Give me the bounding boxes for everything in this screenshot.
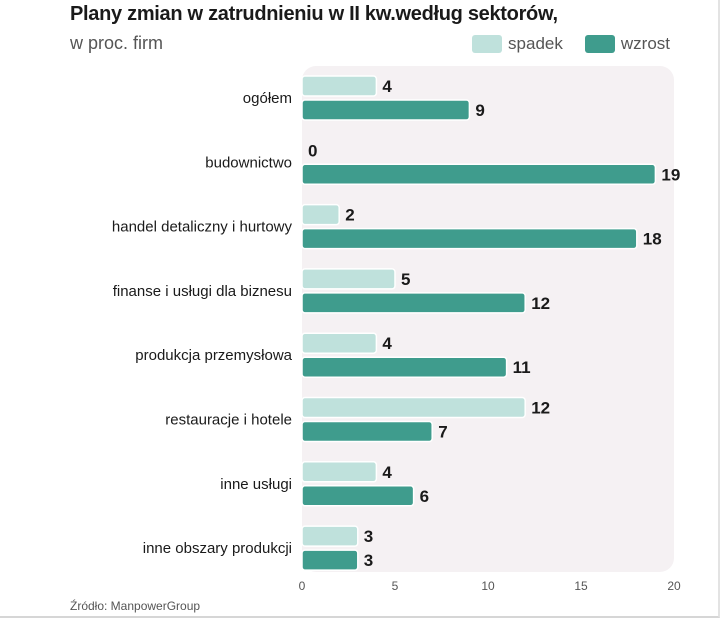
bar-spadek [301,461,378,483]
category-label: inne obszary produkcji [143,540,292,557]
data-label-wzrost: 6 [420,487,429,506]
data-label-spadek: 5 [401,270,410,289]
data-label-wzrost: 7 [438,423,447,442]
data-label-wzrost: 19 [661,165,680,184]
category-label: finanse i usługi dla biznesu [113,283,292,300]
bar-spadek [301,525,359,547]
bar-spadek [301,396,526,419]
x-tick-label: 10 [481,579,495,593]
bar-wzrost [301,292,526,314]
category-label: produkcja przemysłowa [135,347,292,364]
x-tick-label: 20 [667,579,681,593]
data-label-spadek: 0 [308,141,317,160]
data-label-spadek: 4 [382,77,392,96]
source-note: Źródło: ManpowerGroup [70,599,201,613]
legend-label-spadek: spadek [508,34,563,53]
category-label: inne usługi [220,476,292,493]
legend: spadek wzrost [458,34,670,54]
data-label-wzrost: 3 [364,551,373,570]
plot-area [302,66,674,572]
category-label: ogółem [243,90,292,107]
data-label-spadek: 4 [382,334,392,353]
legend-item-wzrost: wzrost [584,34,670,54]
chart-subtitle: w proc. firm [70,33,164,53]
category-label: budownictwo [205,154,292,171]
bar-wzrost [301,485,415,507]
bar-spadek [301,268,396,290]
x-tick-label: 5 [392,579,399,593]
data-label-wzrost: 11 [513,358,531,377]
legend-swatch-spadek [472,35,503,53]
data-label-wzrost: 12 [531,294,550,313]
x-tick-label: 0 [299,579,306,593]
chart-title: Plany zmian w zatrudnieniu w II kw.wedłu… [70,3,558,25]
bar-spadek [301,203,340,226]
bar-wzrost [301,549,359,571]
bar-spadek [301,75,378,97]
x-tick-label: 15 [574,579,588,593]
bar-wzrost [301,356,508,378]
legend-label-wzrost: wzrost [620,34,670,53]
data-label-spadek: 2 [345,206,354,225]
data-label-spadek: 4 [382,463,392,482]
legend-swatch-wzrost [584,35,615,53]
data-label-wzrost: 9 [475,101,484,120]
bar-spadek [301,332,378,354]
legend-item-spadek: spadek [472,34,563,54]
data-label-spadek: 3 [364,527,373,546]
category-label: handel detaliczny i hurtowy [112,219,293,236]
bar-wzrost [301,99,471,121]
data-label-wzrost: 18 [643,230,662,249]
bar-wzrost [301,420,433,443]
data-label-spadek: 12 [531,399,550,418]
bar-wzrost [301,227,638,250]
category-label: restauracje i hotele [165,412,292,429]
bar-wzrost [301,163,657,186]
